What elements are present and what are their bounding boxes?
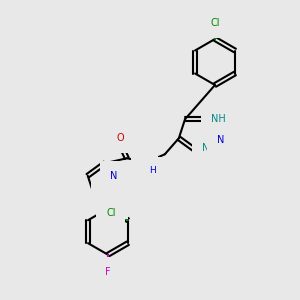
Text: Cl: Cl bbox=[210, 18, 220, 28]
Text: NH: NH bbox=[211, 114, 226, 124]
Text: H: H bbox=[149, 166, 156, 175]
Text: NH: NH bbox=[202, 143, 217, 153]
Text: N: N bbox=[110, 171, 117, 181]
Text: N: N bbox=[141, 158, 148, 168]
Text: Cl: Cl bbox=[106, 208, 116, 218]
Text: N: N bbox=[218, 135, 226, 145]
Text: N: N bbox=[217, 135, 224, 145]
Text: F: F bbox=[105, 267, 111, 277]
Text: N: N bbox=[111, 199, 118, 209]
Text: O: O bbox=[116, 133, 124, 143]
Text: N: N bbox=[100, 192, 108, 202]
